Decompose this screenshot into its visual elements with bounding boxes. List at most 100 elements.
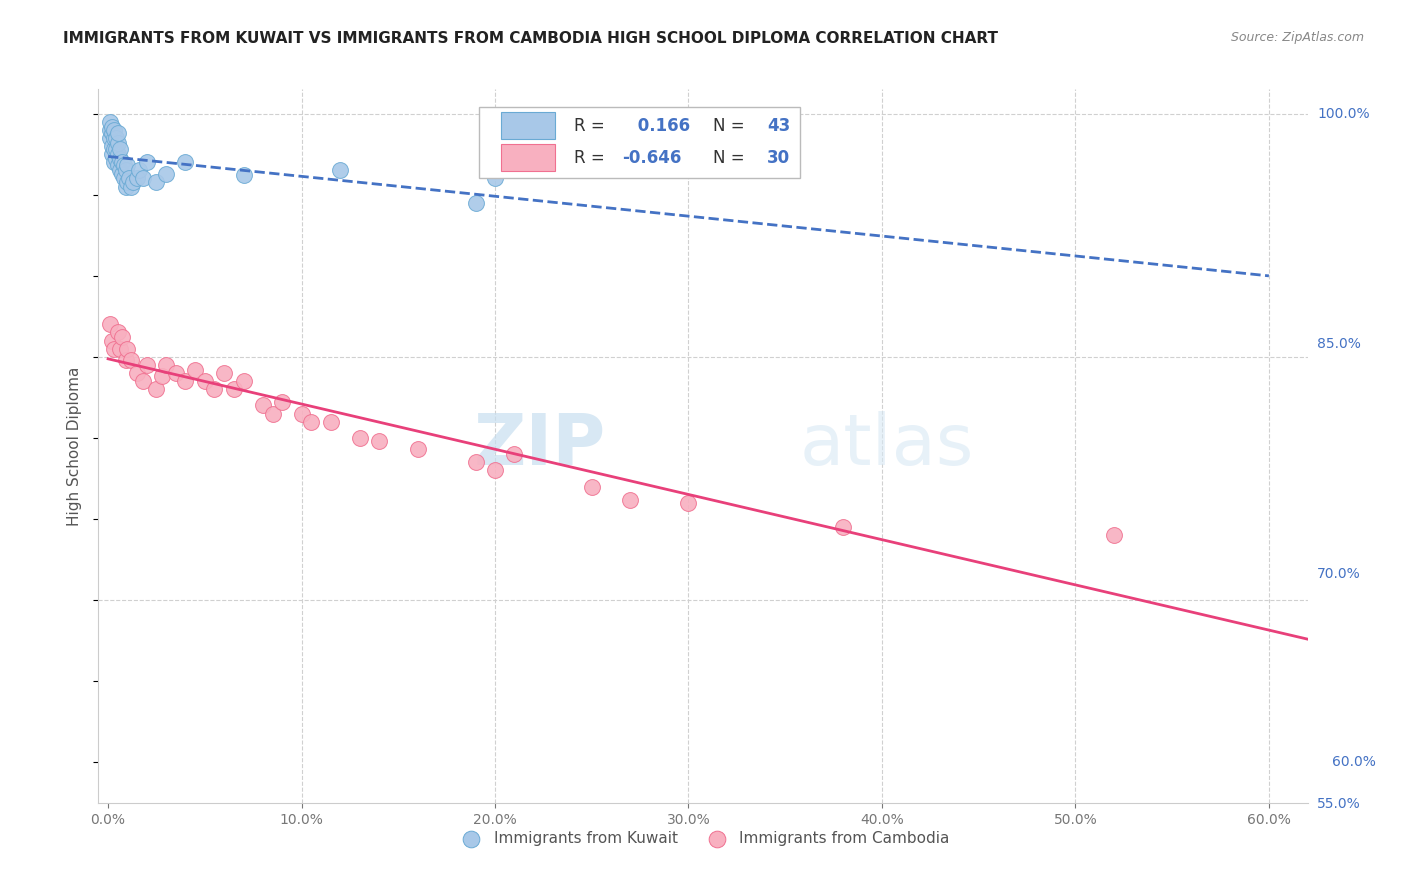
Point bbox=[101, 334, 124, 348]
Text: N =: N = bbox=[713, 149, 749, 167]
Point bbox=[262, 407, 284, 421]
Point bbox=[103, 342, 125, 356]
Point bbox=[101, 147, 124, 161]
Point bbox=[107, 147, 129, 161]
Point bbox=[165, 366, 187, 380]
Text: 60.0%: 60.0% bbox=[1331, 756, 1375, 769]
Point bbox=[135, 358, 157, 372]
Point bbox=[98, 318, 121, 332]
Point bbox=[127, 366, 149, 380]
Text: IMMIGRANTS FROM KUWAIT VS IMMIGRANTS FROM CAMBODIA HIGH SCHOOL DIPLOMA CORRELATI: IMMIGRANTS FROM KUWAIT VS IMMIGRANTS FRO… bbox=[63, 31, 998, 46]
Point bbox=[155, 167, 177, 181]
Text: atlas: atlas bbox=[800, 411, 974, 481]
Point bbox=[484, 171, 506, 186]
Point bbox=[103, 142, 125, 156]
Point bbox=[145, 382, 167, 396]
Point bbox=[204, 382, 226, 396]
FancyBboxPatch shape bbox=[501, 112, 555, 139]
Text: Source: ZipAtlas.com: Source: ZipAtlas.com bbox=[1230, 31, 1364, 45]
Point bbox=[329, 163, 352, 178]
Point bbox=[464, 195, 486, 210]
Point bbox=[128, 163, 150, 178]
Point bbox=[155, 358, 177, 372]
Point bbox=[232, 168, 254, 182]
Point bbox=[104, 152, 127, 166]
Text: R =: R = bbox=[574, 117, 610, 135]
Point bbox=[117, 158, 139, 172]
Point bbox=[103, 122, 125, 136]
Legend: Immigrants from Kuwait, Immigrants from Cambodia: Immigrants from Kuwait, Immigrants from … bbox=[450, 825, 956, 852]
Point bbox=[252, 399, 274, 413]
Point bbox=[290, 407, 312, 421]
Point bbox=[145, 175, 167, 189]
Point bbox=[120, 179, 142, 194]
Point bbox=[112, 158, 135, 172]
Point bbox=[581, 479, 603, 493]
Point bbox=[112, 171, 135, 186]
Point bbox=[108, 142, 131, 156]
Point bbox=[108, 152, 131, 166]
Point bbox=[103, 155, 125, 169]
Point bbox=[135, 155, 157, 169]
Point bbox=[101, 139, 124, 153]
Point bbox=[108, 342, 131, 356]
Text: 43: 43 bbox=[768, 117, 790, 135]
Point bbox=[111, 155, 134, 169]
Point bbox=[464, 455, 486, 469]
Y-axis label: High School Diploma: High School Diploma bbox=[67, 367, 83, 525]
Point bbox=[122, 175, 145, 189]
Point bbox=[107, 136, 129, 150]
Point bbox=[678, 496, 700, 510]
Point bbox=[232, 374, 254, 388]
Point bbox=[117, 175, 139, 189]
Point bbox=[212, 366, 235, 380]
Point bbox=[120, 353, 142, 368]
Point bbox=[114, 163, 136, 178]
Text: 0.166: 0.166 bbox=[631, 117, 690, 135]
Point bbox=[104, 131, 127, 145]
Point bbox=[114, 179, 136, 194]
Point bbox=[194, 374, 217, 388]
Point bbox=[101, 126, 124, 140]
Point bbox=[184, 363, 207, 377]
Point bbox=[132, 171, 155, 186]
Point bbox=[222, 382, 245, 396]
Point bbox=[103, 131, 125, 145]
Point bbox=[832, 520, 855, 534]
Point bbox=[98, 122, 121, 136]
FancyBboxPatch shape bbox=[479, 107, 800, 178]
Point bbox=[118, 171, 141, 186]
Point bbox=[406, 442, 429, 457]
Point bbox=[349, 431, 371, 445]
Point bbox=[150, 369, 173, 384]
Point bbox=[104, 142, 127, 156]
Point bbox=[107, 326, 129, 340]
Point bbox=[127, 171, 149, 186]
Point bbox=[98, 131, 121, 145]
Text: -0.646: -0.646 bbox=[621, 149, 682, 167]
Text: ZIP: ZIP bbox=[474, 411, 606, 481]
Point bbox=[114, 353, 136, 368]
Point bbox=[503, 447, 526, 461]
Point bbox=[108, 163, 131, 178]
Point bbox=[271, 395, 294, 409]
Point bbox=[117, 342, 139, 356]
Point bbox=[107, 158, 129, 172]
Point bbox=[299, 415, 322, 429]
Point bbox=[319, 415, 342, 429]
Point bbox=[107, 126, 129, 140]
Point bbox=[111, 330, 134, 344]
Point bbox=[174, 374, 197, 388]
Point bbox=[484, 463, 506, 477]
Point bbox=[368, 434, 391, 449]
Text: R =: R = bbox=[574, 149, 610, 167]
Text: N =: N = bbox=[713, 117, 749, 135]
Text: 30: 30 bbox=[768, 149, 790, 167]
Point bbox=[174, 155, 197, 169]
FancyBboxPatch shape bbox=[501, 145, 555, 171]
Point bbox=[101, 120, 124, 134]
Point bbox=[619, 492, 641, 507]
Point bbox=[132, 374, 155, 388]
Point bbox=[98, 114, 121, 128]
Point bbox=[1102, 528, 1125, 542]
